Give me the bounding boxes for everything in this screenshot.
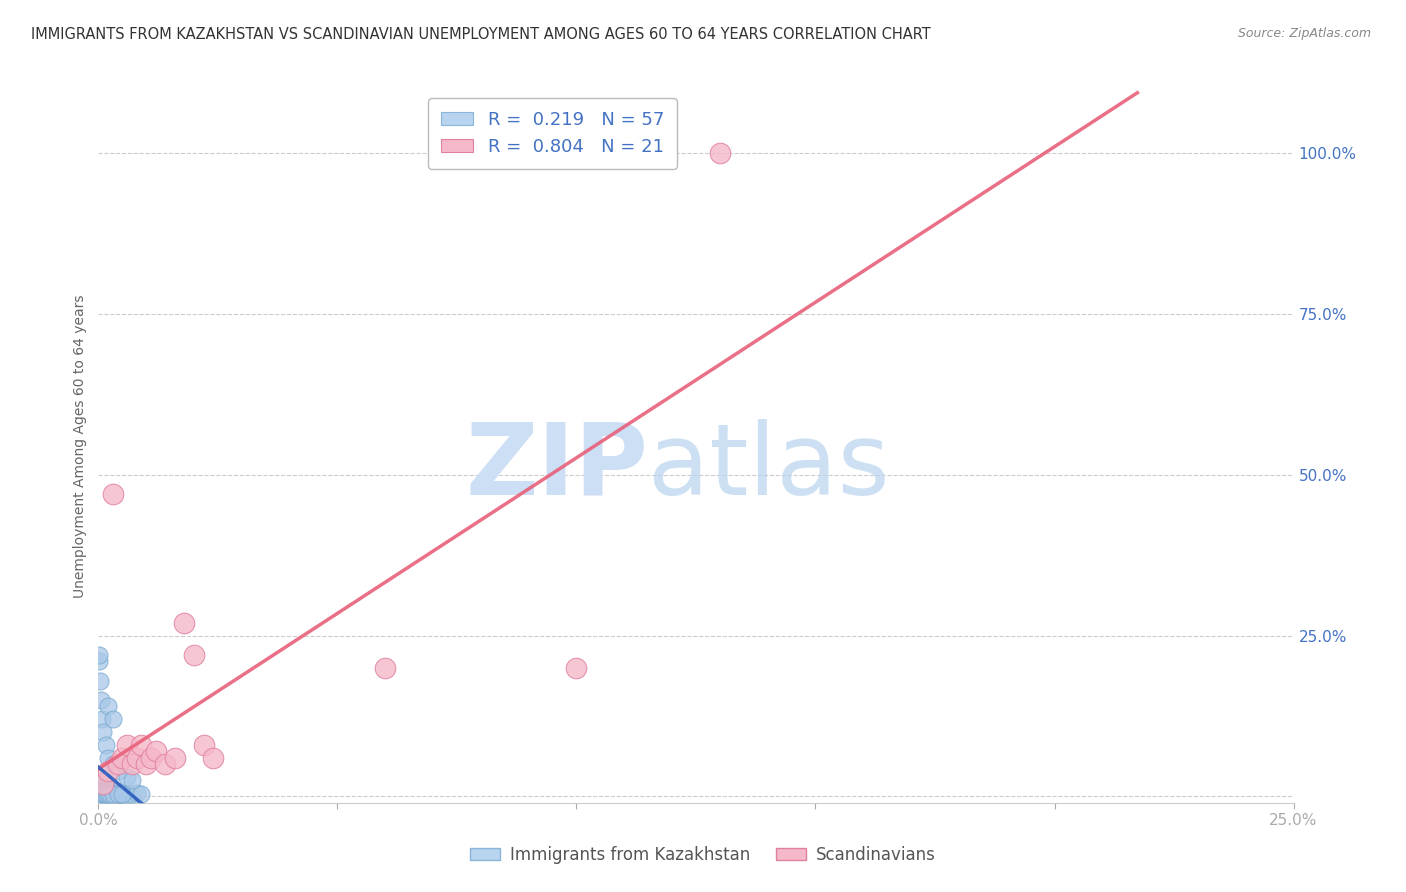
Point <box>107 788 129 802</box>
Text: Source: ZipAtlas.com: Source: ZipAtlas.com <box>1237 27 1371 40</box>
Point <box>98 786 122 800</box>
Point <box>90 788 112 802</box>
Point <box>89 776 111 790</box>
Point <box>91 783 114 797</box>
Point <box>145 744 167 758</box>
Point <box>709 146 731 161</box>
Point <box>89 783 111 797</box>
Point <box>107 757 129 772</box>
Point <box>155 757 177 772</box>
Point <box>96 784 118 798</box>
Point <box>93 788 115 802</box>
Point <box>89 783 111 797</box>
Point <box>94 786 117 800</box>
Text: IMMIGRANTS FROM KAZAKHSTAN VS SCANDINAVIAN UNEMPLOYMENT AMONG AGES 60 TO 64 YEAR: IMMIGRANTS FROM KAZAKHSTAN VS SCANDINAVI… <box>31 27 931 42</box>
Point <box>89 770 111 784</box>
Point <box>94 788 117 802</box>
Point <box>97 788 120 802</box>
Point <box>97 783 120 797</box>
Point <box>101 788 124 802</box>
Point <box>89 784 111 798</box>
Point <box>94 738 117 752</box>
Point <box>173 615 195 630</box>
Point <box>125 751 148 765</box>
Point <box>374 661 396 675</box>
Point <box>108 788 131 802</box>
Point <box>115 738 138 752</box>
Point <box>89 673 111 688</box>
Point <box>111 751 134 765</box>
Legend: R =  0.219   N = 57, R =  0.804   N = 21: R = 0.219 N = 57, R = 0.804 N = 21 <box>429 98 676 169</box>
Text: ZIP: ZIP <box>465 419 648 516</box>
Point <box>91 786 114 800</box>
Point <box>90 693 112 707</box>
Point <box>135 757 157 772</box>
Point <box>163 751 186 765</box>
Point <box>101 784 124 798</box>
Point <box>93 780 115 794</box>
Point <box>90 780 112 794</box>
Point <box>91 786 114 800</box>
Point <box>131 738 153 752</box>
Point <box>104 786 127 800</box>
Point <box>115 788 138 802</box>
Point <box>90 784 112 798</box>
Point <box>87 654 110 668</box>
Text: atlas: atlas <box>648 419 890 516</box>
Point <box>89 784 111 798</box>
Point <box>97 751 120 765</box>
Point <box>202 751 225 765</box>
Point <box>98 788 122 802</box>
Point <box>91 784 114 798</box>
Point <box>97 786 120 800</box>
Point <box>89 648 111 662</box>
Point <box>91 712 114 726</box>
Point <box>121 757 143 772</box>
Point <box>101 712 124 726</box>
Point <box>139 751 162 765</box>
Point <box>565 661 588 675</box>
Point <box>101 487 124 501</box>
Point <box>97 699 120 714</box>
Point <box>91 725 114 739</box>
Point <box>90 783 112 797</box>
Point <box>115 770 138 784</box>
Point <box>90 776 112 790</box>
Y-axis label: Unemployment Among Ages 60 to 64 years: Unemployment Among Ages 60 to 64 years <box>73 294 87 598</box>
Point <box>193 738 215 752</box>
Point <box>93 783 115 797</box>
Point <box>94 784 117 798</box>
Point <box>87 786 110 800</box>
Point <box>121 773 143 788</box>
Point <box>93 786 115 800</box>
Point <box>111 788 134 802</box>
Point <box>131 788 153 802</box>
Point <box>94 783 117 797</box>
Point <box>107 788 129 802</box>
Legend: Immigrants from Kazakhstan, Scandinavians: Immigrants from Kazakhstan, Scandinavian… <box>464 839 942 871</box>
Point <box>111 788 134 802</box>
Point <box>183 648 205 662</box>
Point <box>121 788 143 802</box>
Point <box>101 757 124 772</box>
Point <box>97 764 120 778</box>
Point <box>125 786 148 800</box>
Point <box>91 776 114 790</box>
Point <box>90 786 112 800</box>
Point <box>91 786 114 800</box>
Point <box>107 764 129 778</box>
